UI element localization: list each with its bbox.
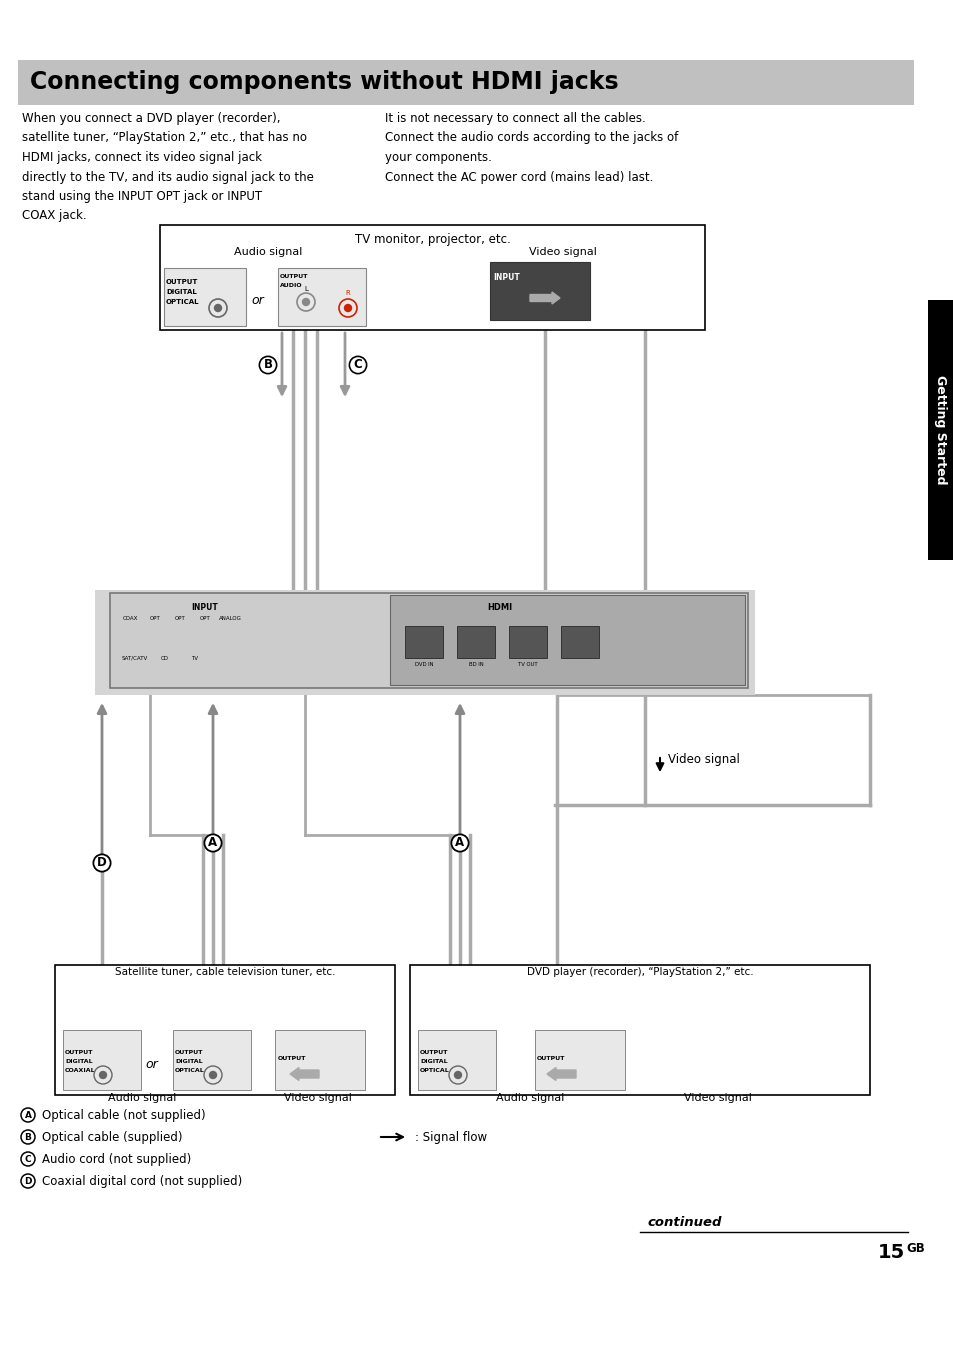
Bar <box>560 626 598 658</box>
Text: B: B <box>25 1133 31 1141</box>
Text: DIGITAL: DIGITAL <box>166 289 196 295</box>
Text: OUTPUT: OUTPUT <box>166 279 198 285</box>
Text: continued: continued <box>647 1215 721 1229</box>
Text: TV monitor, projector, etc.: TV monitor, projector, etc. <box>355 234 511 246</box>
Text: It is not necessary to connect all the cables.
Connect the audio cords according: It is not necessary to connect all the c… <box>385 112 678 184</box>
Text: Audio signal: Audio signal <box>108 1092 176 1103</box>
Bar <box>55 965 395 1095</box>
Text: SAT/CATV: SAT/CATV <box>122 656 148 661</box>
Bar <box>95 589 754 695</box>
Text: DVD IN: DVD IN <box>415 662 433 667</box>
Text: L: L <box>304 287 308 292</box>
Text: Video signal: Video signal <box>529 247 597 257</box>
Text: Video signal: Video signal <box>284 1092 352 1103</box>
Text: A: A <box>208 837 217 849</box>
Circle shape <box>21 1130 35 1144</box>
Bar <box>927 300 953 560</box>
Text: DIGITAL: DIGITAL <box>65 1059 92 1064</box>
Text: TV OUT: TV OUT <box>517 662 537 667</box>
Bar <box>535 1030 624 1090</box>
Bar <box>417 1030 496 1090</box>
Circle shape <box>454 1072 461 1079</box>
Bar <box>456 626 495 658</box>
Text: OPT: OPT <box>150 617 160 621</box>
Text: OPTICAL: OPTICAL <box>166 299 199 306</box>
Text: COAX: COAX <box>122 617 137 621</box>
Text: Audio signal: Audio signal <box>233 247 302 257</box>
Text: BD IN: BD IN <box>468 662 483 667</box>
Circle shape <box>210 1072 216 1079</box>
Bar <box>172 1030 251 1090</box>
Text: OPTICAL: OPTICAL <box>174 1068 205 1073</box>
Bar <box>277 268 366 326</box>
Text: Coaxial digital cord (not supplied): Coaxial digital cord (not supplied) <box>42 1175 242 1187</box>
Text: OUTPUT: OUTPUT <box>280 274 308 279</box>
Text: TV: TV <box>192 656 198 661</box>
Text: DVD player (recorder), “PlayStation 2,” etc.: DVD player (recorder), “PlayStation 2,” … <box>526 967 753 977</box>
Text: OPT: OPT <box>199 617 211 621</box>
Text: When you connect a DVD player (recorder),
satellite tuner, “PlayStation 2,” etc.: When you connect a DVD player (recorder)… <box>22 112 314 223</box>
Text: Connecting components without HDMI jacks: Connecting components without HDMI jacks <box>30 70 618 95</box>
Bar <box>110 594 747 688</box>
Circle shape <box>21 1174 35 1188</box>
Text: DIGITAL: DIGITAL <box>174 1059 202 1064</box>
Text: COAXIAL: COAXIAL <box>65 1068 95 1073</box>
Text: or: or <box>146 1059 158 1072</box>
Circle shape <box>21 1152 35 1165</box>
Bar <box>390 595 744 685</box>
Text: A: A <box>455 837 464 849</box>
Text: Video signal: Video signal <box>683 1092 751 1103</box>
Bar <box>63 1030 141 1090</box>
Text: OUTPUT: OUTPUT <box>419 1051 448 1055</box>
Text: or: or <box>252 293 264 307</box>
Text: OUTPUT: OUTPUT <box>277 1056 306 1061</box>
Text: B: B <box>263 358 273 372</box>
FancyArrow shape <box>530 292 559 304</box>
Text: HDMI: HDMI <box>487 603 512 612</box>
Text: Audio signal: Audio signal <box>496 1092 563 1103</box>
FancyArrow shape <box>546 1068 576 1080</box>
Text: C: C <box>25 1155 31 1164</box>
Text: D: D <box>97 857 107 869</box>
Text: C: C <box>354 358 362 372</box>
Text: Audio cord (not supplied): Audio cord (not supplied) <box>42 1152 191 1165</box>
Text: : Signal flow: : Signal flow <box>415 1130 487 1144</box>
Bar <box>509 626 546 658</box>
Circle shape <box>214 304 221 311</box>
Circle shape <box>21 1109 35 1122</box>
Bar <box>410 965 869 1095</box>
Bar <box>160 224 704 330</box>
Text: INPUT: INPUT <box>493 273 519 283</box>
Text: OPT: OPT <box>174 617 185 621</box>
Text: ANALOG: ANALOG <box>218 617 241 621</box>
Bar <box>18 59 913 105</box>
Bar <box>490 262 589 320</box>
Text: A: A <box>25 1110 31 1119</box>
Text: CD: CD <box>161 656 169 661</box>
Text: R: R <box>345 289 350 296</box>
Circle shape <box>99 1072 107 1079</box>
Text: Optical cable (supplied): Optical cable (supplied) <box>42 1130 182 1144</box>
Circle shape <box>302 299 309 306</box>
Text: Video signal: Video signal <box>667 753 740 767</box>
Text: D: D <box>24 1176 31 1186</box>
Text: INPUT: INPUT <box>192 603 218 612</box>
Text: OUTPUT: OUTPUT <box>174 1051 203 1055</box>
Text: 15: 15 <box>877 1242 904 1261</box>
Text: Getting Started: Getting Started <box>934 376 946 485</box>
Bar <box>405 626 442 658</box>
Text: DIGITAL: DIGITAL <box>419 1059 447 1064</box>
Text: OUTPUT: OUTPUT <box>537 1056 565 1061</box>
Text: OPTICAL: OPTICAL <box>419 1068 449 1073</box>
Bar <box>164 268 246 326</box>
FancyArrow shape <box>290 1068 318 1080</box>
Text: OUTPUT: OUTPUT <box>65 1051 93 1055</box>
Text: Satellite tuner, cable television tuner, etc.: Satellite tuner, cable television tuner,… <box>114 967 335 977</box>
Circle shape <box>344 304 351 311</box>
Text: AUDIO: AUDIO <box>280 283 302 288</box>
Text: Optical cable (not supplied): Optical cable (not supplied) <box>42 1109 206 1122</box>
Bar <box>274 1030 365 1090</box>
Text: GB: GB <box>905 1241 923 1255</box>
